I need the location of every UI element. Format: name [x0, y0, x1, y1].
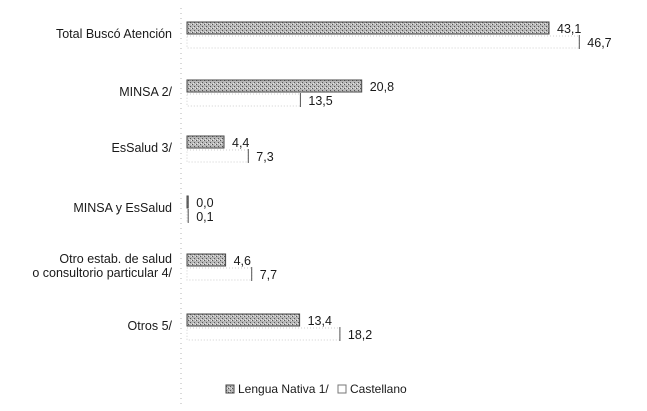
bar-lengua-nativa — [186, 21, 550, 35]
category-label-line: EsSalud 3/ — [112, 141, 173, 155]
category-label-line: MINSA y EsSalud — [73, 201, 172, 215]
value-labels: 43,1 46,7 20,8 13,5 4,4 7,3 0,00,1 4,6 7,7 13,4 18… — [196, 22, 611, 342]
value-label-lengua-nativa: 43,1 — [557, 22, 581, 36]
bar-castellano — [186, 267, 253, 281]
category-label: Otro estab. de salud o consultorio partic… — [32, 252, 172, 280]
category-label: Total Buscó Atención — [56, 27, 172, 41]
category-label-line: Otro estab. de salud — [59, 252, 172, 266]
value-label-castellano: 0,1 — [196, 210, 213, 224]
bar-castellano — [186, 327, 341, 341]
category-label: MINSA y EsSalud — [73, 201, 172, 215]
value-label-lengua-nativa: 13,4 — [308, 314, 332, 328]
value-label-lengua-nativa: 0,0 — [196, 196, 213, 210]
value-label-castellano: 46,7 — [587, 36, 611, 50]
bar-castellano — [186, 35, 580, 49]
category-labels: Total Buscó Atención MINSA 2/EsSalud 3/MI… — [32, 27, 172, 333]
legend-swatch-lengua-nativa — [225, 384, 235, 394]
legend-swatch-castellano — [337, 384, 347, 394]
value-label-lengua-nativa: 4,6 — [234, 254, 251, 268]
value-label-lengua-nativa: 4,4 — [232, 136, 249, 150]
bar-lengua-nativa — [186, 79, 363, 93]
value-label-castellano: 13,5 — [308, 94, 332, 108]
bar-lengua-nativa — [186, 253, 227, 267]
category-label-line: Total Buscó Atención — [56, 27, 172, 41]
bar-lengua-nativa — [186, 313, 301, 327]
value-label-castellano: 7,3 — [256, 150, 273, 164]
legend: Lengua Nativa 1/Castellano — [225, 382, 407, 396]
category-label-line: o consultorio particular 4/ — [32, 266, 172, 280]
category-label: Otros 5/ — [128, 319, 173, 333]
bar-lengua-nativa — [186, 195, 189, 209]
category-label: MINSA 2/ — [119, 85, 172, 99]
value-label-lengua-nativa: 20,8 — [370, 80, 394, 94]
value-label-castellano: 18,2 — [348, 328, 372, 342]
bar-castellano — [186, 209, 189, 223]
value-label-castellano: 7,7 — [260, 268, 277, 282]
bar-lengua-nativa — [186, 135, 225, 149]
bars — [186, 21, 580, 341]
category-label-line: MINSA 2/ — [119, 85, 172, 99]
category-label: EsSalud 3/ — [112, 141, 173, 155]
legend-label-lengua-nativa: Lengua Nativa 1/ — [238, 382, 329, 396]
bar-castellano — [186, 93, 301, 107]
bar-castellano — [186, 149, 249, 163]
category-label-line: Otros 5/ — [128, 319, 173, 333]
legend-label-castellano: Castellano — [350, 382, 407, 396]
